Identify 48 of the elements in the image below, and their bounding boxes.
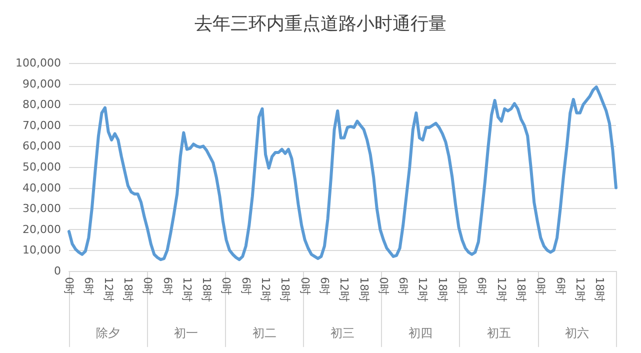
x-tick-label: 12时 <box>180 277 194 302</box>
x-tick-label: 18时 <box>436 277 449 302</box>
x-tick-label: 6时 <box>82 277 96 295</box>
x-tick-label: 0时 <box>298 277 312 295</box>
y-tick-label: 60,000 <box>22 140 61 153</box>
x-tick-label: 6时 <box>239 277 252 295</box>
x-tick-label: 12时 <box>416 277 430 302</box>
y-tick-label: 70,000 <box>22 118 61 132</box>
x-tick-label: 12时 <box>259 277 272 302</box>
y-tick-label: 20,000 <box>22 222 61 236</box>
x-tick-label: 18时 <box>278 277 292 302</box>
x-tick-label: 12时 <box>573 277 586 302</box>
y-tick-label: 30,000 <box>22 202 61 216</box>
x-tick-label: 0时 <box>376 277 390 295</box>
x-tick-label: 0时 <box>534 277 548 295</box>
y-tick-label: 100,000 <box>16 56 61 70</box>
y-tick-label: 40,000 <box>22 181 61 194</box>
x-tick-label: 0时 <box>62 277 76 295</box>
x-tick-label: 12时 <box>338 277 351 302</box>
x-tick-label: 6时 <box>396 277 410 295</box>
x-tick-label: 18时 <box>121 277 134 302</box>
text: 初二 <box>252 326 276 340</box>
y-tick-label: 0 <box>54 264 61 278</box>
x-tick-label: 6时 <box>160 277 174 295</box>
line-series <box>68 85 618 262</box>
x-tick-label: 6时 <box>475 277 488 295</box>
x-tick-label: 18时 <box>593 277 606 302</box>
y-tick-label: 80,000 <box>22 98 61 112</box>
x-tick-label: 0时 <box>456 277 469 295</box>
text: 初四 <box>408 326 433 340</box>
text: 初五 <box>486 326 511 340</box>
chart-title: 去年三环内重点道路小时通行量 <box>194 14 446 34</box>
x-tick-label: 12时 <box>102 277 115 302</box>
text: 初一 <box>174 326 198 340</box>
x-tick-label: 6时 <box>554 277 567 295</box>
x-tick-label: 0时 <box>141 277 154 295</box>
y-tick-label: 10,000 <box>22 244 61 257</box>
x-tick-label: 12时 <box>494 277 508 302</box>
y-tick-label: 50,000 <box>22 160 61 174</box>
text: 除夕 <box>96 326 120 340</box>
y-tick-label: 90,000 <box>22 77 61 90</box>
x-tick-label: 18时 <box>514 277 528 302</box>
x-tick-label: 0时 <box>220 277 233 295</box>
x-tick-label: 18时 <box>357 277 370 302</box>
x-tick-label: 18时 <box>200 277 214 302</box>
text: 初六 <box>564 326 589 340</box>
x-tick-label: 6时 <box>318 277 331 295</box>
text: 初三 <box>330 326 354 340</box>
